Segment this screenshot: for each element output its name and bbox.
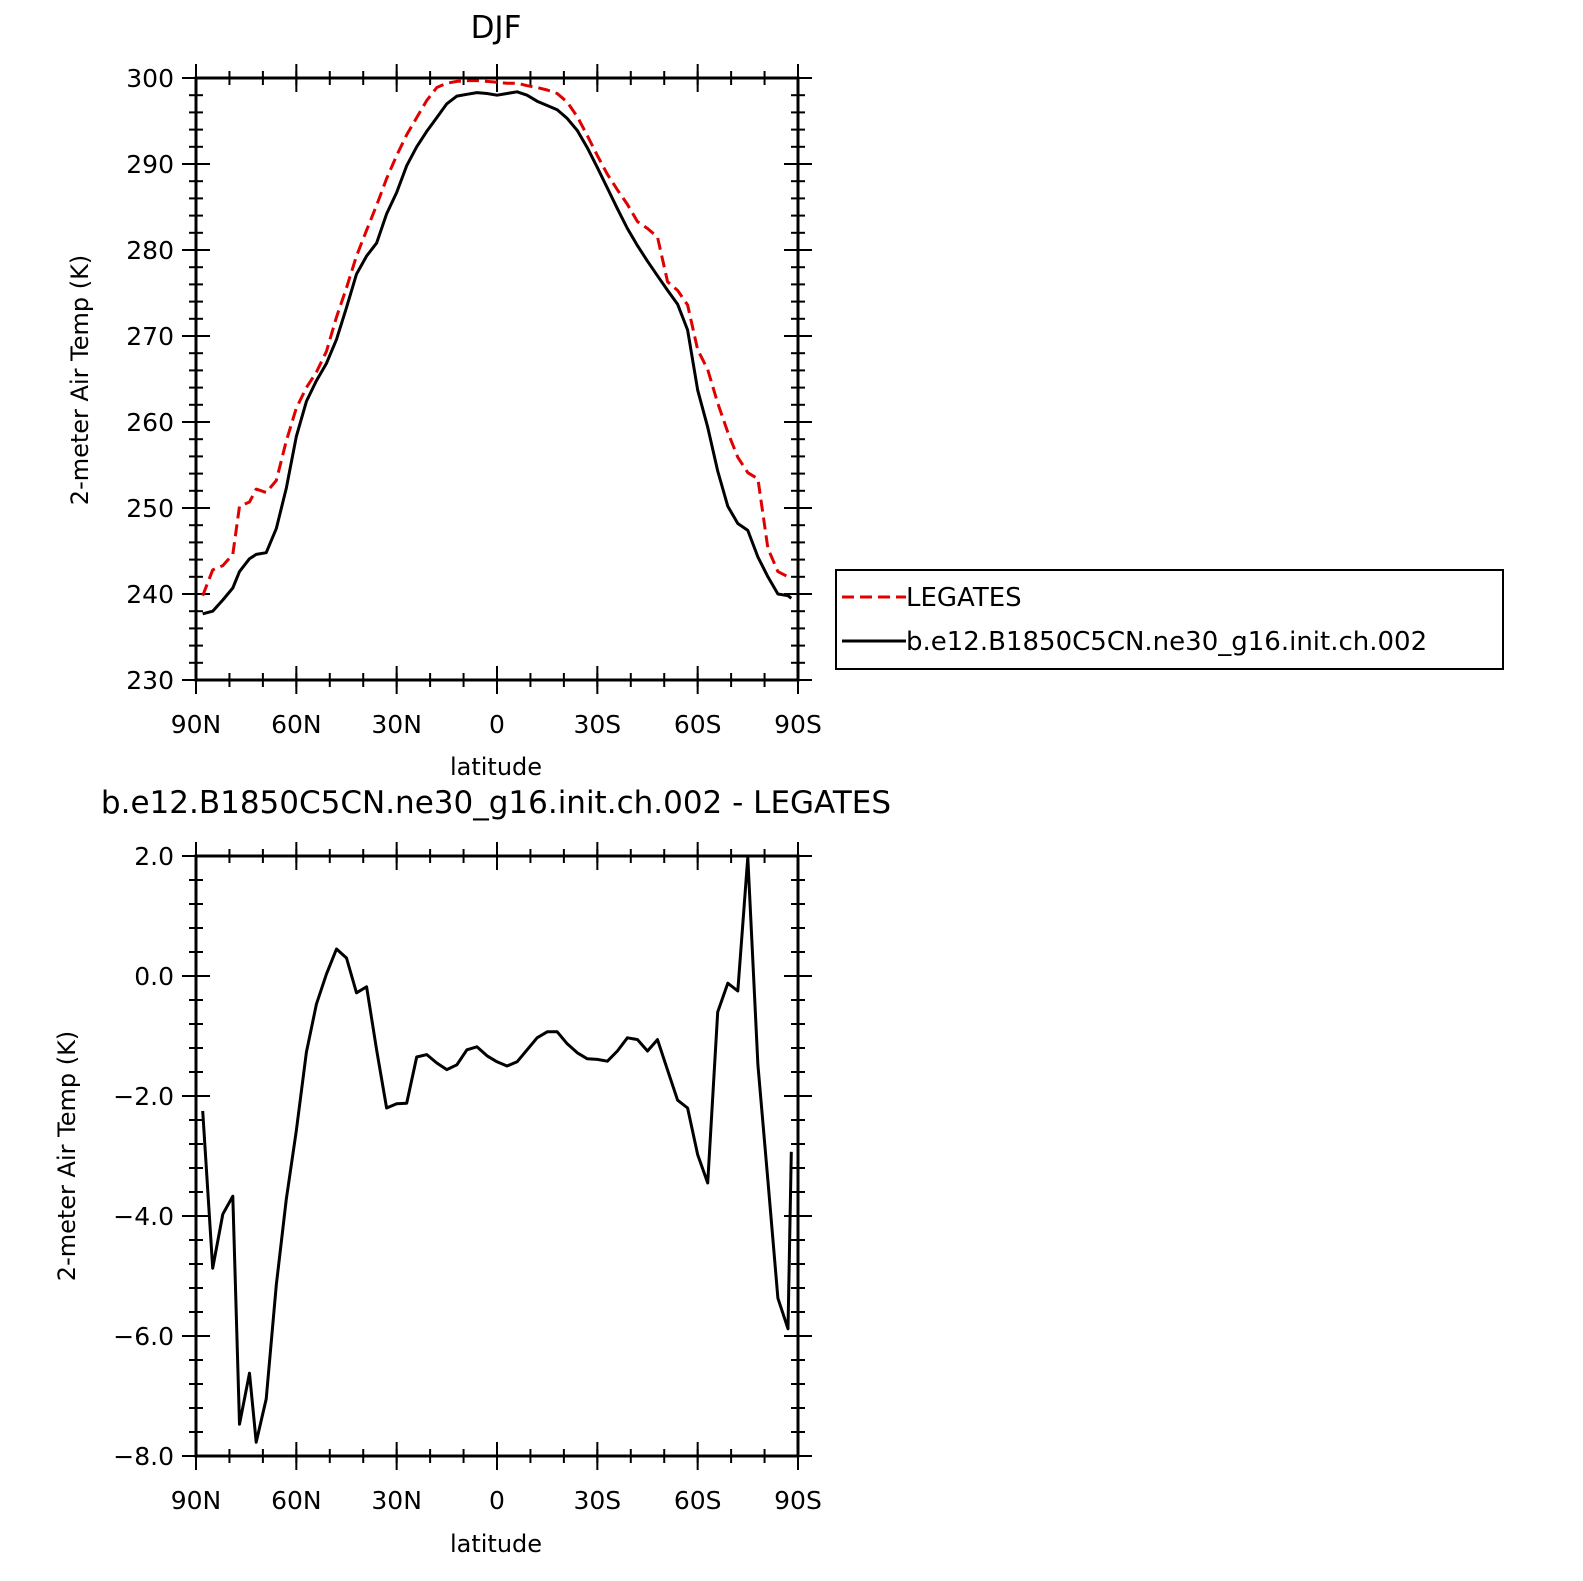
plot-frame [194,76,800,682]
x-tick-label: 60N [271,1486,322,1515]
temperature-panel: DJF 230 240 250 260 270 280 290 300 90N 60N 30N 0 3… [66,10,822,781]
y-tick-label: 270 [126,322,174,351]
x-tick-label: 90S [774,1486,822,1515]
y-axis-label: 2-meter Air Temp (K) [53,1031,81,1281]
x-ticks: 90N 60N 30N 0 30S 60S 90S [171,842,822,1515]
panel-title: DJF [471,10,522,46]
y-tick-label: 230 [126,666,174,695]
y-tick-label: 290 [126,150,174,179]
x-tick-label: 30S [573,1486,621,1515]
panel-title: b.e12.B1850C5CN.ne30_g16.init.ch.002 - L… [101,785,891,821]
y-tick-label: 260 [126,408,174,437]
y-axis-label: 2-meter Air Temp (K) [66,255,94,505]
series-layer [201,79,793,616]
y-tick-label: 240 [126,580,174,609]
y-tick-label: −6.0 [113,1322,174,1351]
x-tick-label: 60S [674,1486,722,1515]
legend-box [835,569,1504,670]
series-line-0 [201,855,793,1444]
plot-frame [194,854,800,1458]
x-axis-label: latitude [450,1530,542,1558]
legend: LEGATES b.e12.B1850C5CN.ne30_g16.init.ch… [835,569,1504,670]
y-tick-label: 2.0 [134,842,174,871]
y-tick-label: −4.0 [113,1202,174,1231]
y-ticks: 230 240 250 260 270 280 290 300 [126,64,812,695]
x-axis-label: latitude [450,753,542,781]
difference-panel: b.e12.B1850C5CN.ne30_g16.init.ch.002 - L… [53,785,891,1558]
series-layer [201,855,793,1444]
x-tick-label: 0 [489,710,505,739]
legend-label-model: b.e12.B1850C5CN.ne30_g16.init.ch.002 [906,627,1427,657]
x-tick-label: 30N [371,1486,422,1515]
y-tick-label: −8.0 [113,1442,174,1471]
x-tick-label: 60N [271,710,322,739]
series-line-0 [201,79,792,597]
x-tick-label: 30S [573,710,621,739]
x-ticks: 90N 60N 30N 0 30S 60S 90S [171,64,822,739]
x-tick-label: 90S [774,710,822,739]
y-tick-label: 250 [126,494,174,523]
x-tick-label: 60S [674,710,722,739]
series-line-1 [202,90,793,616]
x-tick-label: 90N [171,1486,222,1515]
y-tick-label: −2.0 [113,1082,174,1111]
y-ticks: −8.0 −6.0 −4.0 −2.0 0.0 2.0 [113,842,812,1471]
x-tick-label: 30N [371,710,422,739]
y-tick-label: 300 [126,64,174,93]
y-tick-label: 0.0 [134,962,174,991]
legend-label-legates: LEGATES [906,583,1022,613]
x-tick-label: 0 [489,1486,505,1515]
x-tick-label: 90N [171,710,222,739]
y-tick-label: 280 [126,236,174,265]
